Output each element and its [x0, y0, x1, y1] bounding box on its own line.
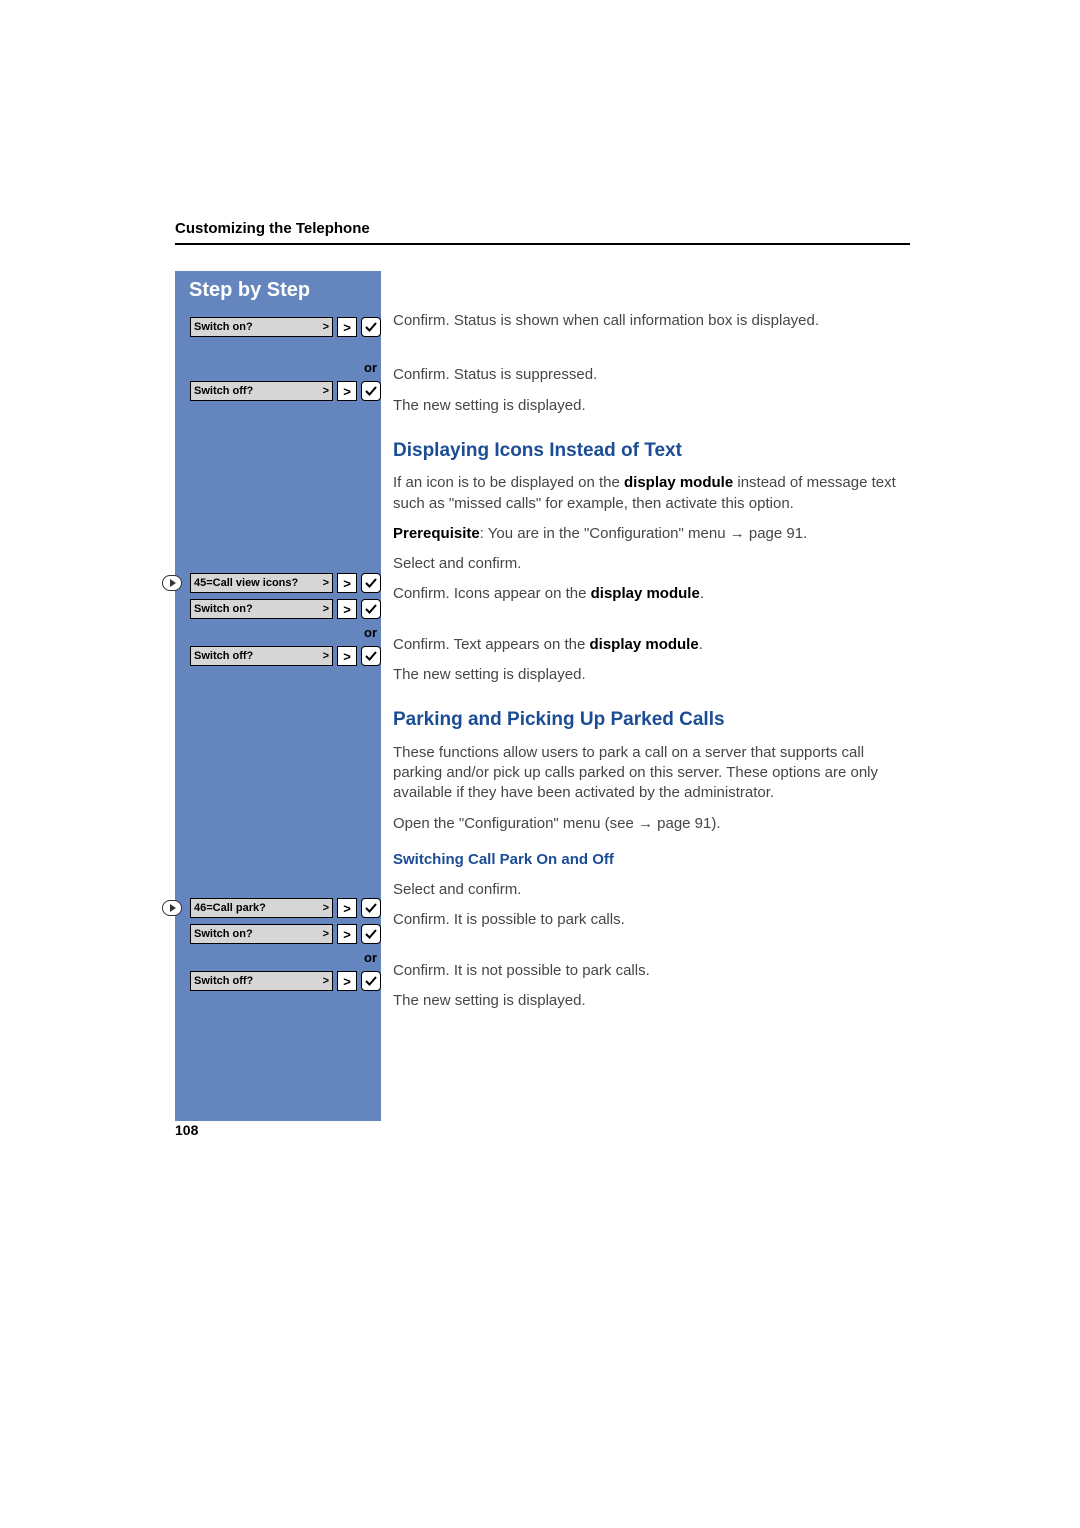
- display-label: Switch on?: [194, 321, 253, 333]
- display-switch-on: Switch on? >: [190, 317, 333, 337]
- confirm-icon[interactable]: [361, 898, 381, 918]
- section-heading-icons: Displaying Icons Instead of Text: [393, 438, 910, 464]
- paragraph: Select and confirm.: [393, 880, 910, 900]
- forward-icon[interactable]: >: [337, 599, 357, 619]
- content-column: Confirm. Status is shown when call infor…: [381, 271, 910, 1121]
- display-chevron: >: [323, 603, 329, 615]
- display-call-view-icons: 45=Call view icons? >: [190, 573, 333, 593]
- paragraph: The new setting is displayed.: [393, 396, 910, 416]
- confirm-icon[interactable]: [361, 599, 381, 619]
- step-switch-on-3: Switch on? > >: [143, 923, 381, 945]
- paragraph: If an icon is to be displayed on the dis…: [393, 473, 910, 514]
- display-label: 45=Call view icons?: [194, 577, 298, 589]
- display-label: Switch on?: [194, 603, 253, 615]
- confirm-icon[interactable]: [361, 971, 381, 991]
- display-chevron: >: [323, 577, 329, 589]
- step-call-park: 46=Call park? > >: [143, 897, 381, 919]
- paragraph: Confirm. Status is suppressed.: [393, 365, 910, 385]
- display-chevron: >: [323, 650, 329, 662]
- paragraph: Open the "Configuration" menu (see → pag…: [393, 814, 910, 834]
- or-label: or: [175, 950, 381, 965]
- step-switch-off-3: Switch off? > >: [143, 970, 381, 992]
- step-switch-off-1: Switch off? > >: [143, 380, 381, 402]
- paragraph: Confirm. Text appears on the display mod…: [393, 635, 910, 655]
- forward-icon[interactable]: >: [337, 898, 357, 918]
- or-label: or: [175, 360, 381, 375]
- display-switch-off: Switch off? >: [190, 971, 333, 991]
- display-switch-on: Switch on? >: [190, 599, 333, 619]
- confirm-icon[interactable]: [361, 646, 381, 666]
- scroll-icon[interactable]: [162, 575, 182, 591]
- display-label: Switch off?: [194, 650, 253, 662]
- display-switch-off: Switch off? >: [190, 381, 333, 401]
- display-chevron: >: [323, 975, 329, 987]
- display-chevron: >: [323, 321, 329, 333]
- display-switch-on: Switch on? >: [190, 924, 333, 944]
- paragraph: Confirm. It is not possible to park call…: [393, 961, 910, 981]
- confirm-icon[interactable]: [361, 381, 381, 401]
- arrow-icon: →: [730, 525, 745, 542]
- page-number: 108: [175, 1122, 198, 1138]
- step-switch-on-2: Switch on? > >: [143, 598, 381, 620]
- sub-heading-call-park: Switching Call Park On and Off: [393, 850, 910, 870]
- display-chevron: >: [323, 902, 329, 914]
- paragraph: The new setting is displayed.: [393, 991, 910, 1011]
- paragraph: The new setting is displayed.: [393, 665, 910, 685]
- paragraph: Confirm. Status is shown when call infor…: [393, 311, 910, 331]
- step-call-view-icons: 45=Call view icons? > >: [143, 572, 381, 594]
- paragraph: These functions allow users to park a ca…: [393, 743, 910, 804]
- forward-icon[interactable]: >: [337, 317, 357, 337]
- step-by-step-sidebar: Step by Step Switch on? > > or Switch of…: [175, 271, 381, 1121]
- forward-icon[interactable]: >: [337, 971, 357, 991]
- display-label: 46=Call park?: [194, 902, 266, 914]
- display-label: Switch off?: [194, 975, 253, 987]
- confirm-icon[interactable]: [361, 317, 381, 337]
- display-chevron: >: [323, 385, 329, 397]
- forward-icon[interactable]: >: [337, 573, 357, 593]
- forward-icon[interactable]: >: [337, 646, 357, 666]
- confirm-icon[interactable]: [361, 573, 381, 593]
- paragraph: Confirm. It is possible to park calls.: [393, 910, 910, 930]
- paragraph-prerequisite: Prerequisite: You are in the "Configurat…: [393, 524, 910, 544]
- page-header: Customizing the Telephone: [175, 220, 910, 245]
- or-label: or: [175, 625, 381, 640]
- sidebar-title: Step by Step: [175, 271, 381, 310]
- display-label: Switch on?: [194, 928, 253, 940]
- scroll-icon[interactable]: [162, 900, 182, 916]
- step-switch-on-1: Switch on? > >: [143, 316, 381, 338]
- forward-icon[interactable]: >: [337, 924, 357, 944]
- forward-icon[interactable]: >: [337, 381, 357, 401]
- display-switch-off: Switch off? >: [190, 646, 333, 666]
- section-heading-parking: Parking and Picking Up Parked Calls: [393, 707, 910, 733]
- display-call-park: 46=Call park? >: [190, 898, 333, 918]
- display-label: Switch off?: [194, 385, 253, 397]
- paragraph: Select and confirm.: [393, 554, 910, 574]
- display-chevron: >: [323, 928, 329, 940]
- step-switch-off-2: Switch off? > >: [143, 645, 381, 667]
- arrow-icon: →: [638, 815, 653, 832]
- paragraph: Confirm. Icons appear on the display mod…: [393, 584, 910, 604]
- confirm-icon[interactable]: [361, 924, 381, 944]
